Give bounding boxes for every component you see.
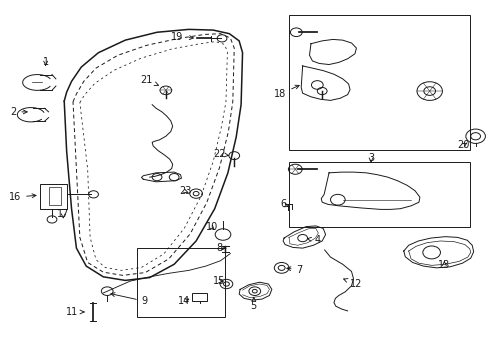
Text: 8: 8	[217, 243, 226, 253]
Text: 10: 10	[206, 222, 218, 232]
Bar	[289, 162, 470, 226]
Text: 22: 22	[213, 149, 229, 159]
Text: 19: 19	[172, 32, 194, 41]
Text: 7: 7	[287, 265, 303, 275]
Text: 15: 15	[214, 276, 226, 286]
Text: 21: 21	[140, 75, 158, 86]
Text: 14: 14	[178, 296, 190, 306]
Bar	[40, 184, 67, 209]
Text: 16: 16	[9, 192, 36, 202]
Text: 17: 17	[57, 209, 70, 219]
Bar	[49, 187, 61, 205]
Bar	[289, 15, 470, 149]
Text: 11: 11	[66, 307, 84, 317]
Text: 13: 13	[438, 260, 450, 270]
Text: 9: 9	[111, 293, 148, 306]
Text: 2: 2	[10, 107, 27, 117]
Text: 23: 23	[179, 186, 192, 197]
Bar	[137, 248, 225, 318]
Text: 20: 20	[458, 140, 470, 150]
Text: 5: 5	[251, 298, 257, 311]
Text: 4: 4	[307, 235, 320, 245]
Text: 3: 3	[368, 153, 374, 163]
Bar	[192, 293, 207, 301]
Text: 6: 6	[280, 199, 289, 210]
Text: 12: 12	[343, 279, 363, 289]
Text: 18: 18	[274, 85, 299, 99]
Text: 1: 1	[43, 57, 49, 67]
